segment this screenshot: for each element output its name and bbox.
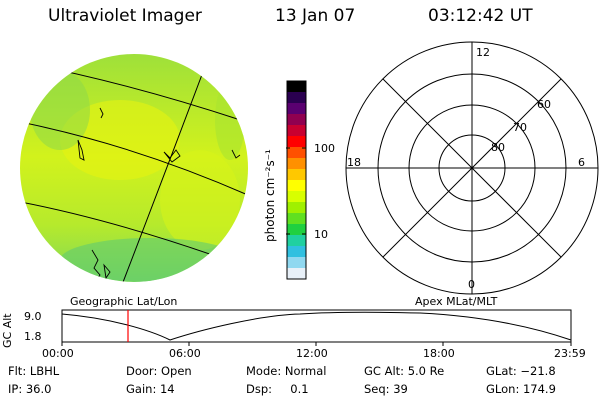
color-bar-segment (287, 136, 306, 148)
mlat-70-label: 70 (513, 121, 527, 134)
date-label: 13 Jan 07 (275, 6, 356, 26)
door-info: Door: Open (126, 364, 192, 378)
mlt-12-label: 12 (476, 46, 490, 59)
color-bar-segment (287, 81, 306, 93)
xtick-0000: 00:00 (42, 347, 74, 360)
color-bar-segment (287, 103, 306, 115)
mlat-80-label: 80 (491, 141, 505, 154)
glat-info: GLat: −21.8 (486, 364, 556, 378)
colorbar-unit-label: photon cm⁻²s⁻¹ (263, 149, 277, 242)
color-bar-segment (287, 114, 306, 126)
instrument-title: Ultraviolet Imager (48, 6, 202, 26)
earth-disk-image (20, 54, 248, 282)
color-bar-ticks (286, 147, 306, 235)
xtick-1800: 18:00 (423, 347, 455, 360)
mlt-6-label: 6 (578, 156, 585, 169)
gc-alt-info: GC Alt: 5.0 Re (364, 364, 445, 378)
xtick-0600: 06:00 (169, 347, 201, 360)
colorbar-tick-10: 10 (314, 228, 328, 241)
ip-info: IP: 36.0 (8, 382, 52, 396)
altitude-ymax: 9.0 (24, 310, 42, 323)
color-bar-segment (287, 268, 306, 280)
color-bar-border (286, 80, 307, 280)
altitude-ymin: 1.8 (24, 330, 42, 343)
altitude-plot (61, 309, 572, 346)
color-bar-segment (287, 257, 306, 269)
color-bar-segment (287, 213, 306, 225)
filter-info: Flt: LBHL (8, 364, 60, 378)
seq-info: Seq: 39 (364, 382, 408, 396)
polar-panel-label: Apex MLat/MLT (415, 295, 498, 308)
mlat-60-label: 60 (537, 98, 551, 111)
colorbar-tick-100: 100 (314, 142, 335, 155)
color-bar-segment (287, 246, 306, 258)
geo-panel-label: Geographic Lat/Lon (70, 295, 178, 308)
color-bar-segment (287, 147, 306, 159)
color-bar-segment (287, 224, 306, 236)
altitude-ylabel: GC Alt (1, 313, 14, 348)
dsp-info: Dsp: 0.1 (246, 382, 309, 396)
color-scale-bar (286, 80, 307, 280)
color-bar-segment (287, 180, 306, 192)
color-bar-segment (287, 235, 306, 247)
gain-info: Gain: 14 (126, 382, 175, 396)
color-bar-segment (287, 125, 306, 137)
mode-info: Mode: Normal (246, 364, 327, 378)
color-bar-segment (287, 92, 306, 104)
color-bar-segment (287, 191, 306, 203)
color-bar-segment (287, 202, 306, 214)
time-label: 03:12:42 UT (428, 6, 533, 26)
polar-grid (345, 41, 599, 295)
xtick-2359: 23:59 (554, 347, 586, 360)
mlt-18-label: 18 (347, 156, 361, 169)
color-bar-segment (287, 158, 306, 170)
mlt-0-label: 0 (468, 278, 475, 291)
color-bar-segment (287, 169, 306, 181)
xtick-1200: 12:00 (296, 347, 328, 360)
glon-info: GLon: 174.9 (486, 382, 556, 396)
